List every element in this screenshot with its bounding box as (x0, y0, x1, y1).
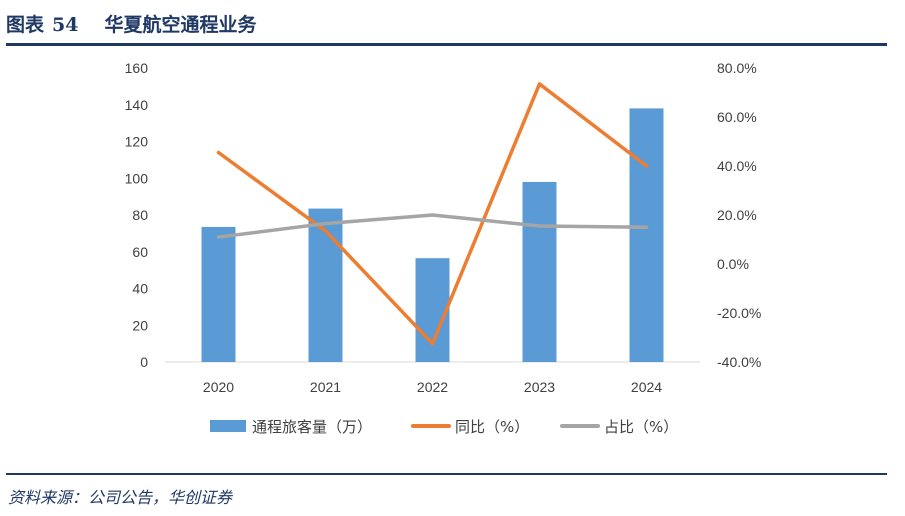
bar-series (201, 108, 664, 362)
legend-label: 占比（%） (604, 418, 678, 436)
series-line (216, 213, 649, 239)
legend-label: 同比（%） (455, 418, 529, 436)
left-tick-label: 160 (125, 60, 149, 76)
left-tick-label: 0 (140, 354, 148, 370)
legend-label: 通程旅客量（万） (252, 418, 372, 436)
right-tick-label: 40.0% (717, 158, 757, 174)
footer-divider (6, 473, 887, 475)
bar (201, 226, 236, 362)
title-divider (6, 43, 887, 46)
legend: 通程旅客量（万） 同比（%） 占比（%） (210, 418, 678, 436)
right-tick-label: 20.0% (717, 207, 757, 223)
left-tick-label: 60 (132, 244, 148, 260)
left-tick-label: 20 (132, 317, 148, 333)
right-tick-label: 0.0% (717, 256, 749, 272)
left-tick-label: 40 (132, 281, 148, 297)
left-tick-label: 140 (125, 97, 149, 113)
left-tick-label: 100 (125, 170, 149, 186)
x-tick-label: 2020 (203, 379, 234, 395)
bar (629, 108, 664, 362)
legend-swatch (210, 420, 246, 432)
figure-label: 图表 (6, 14, 45, 36)
bar (522, 181, 557, 362)
x-tick-label: 2023 (524, 379, 555, 395)
series-line (216, 82, 649, 346)
x-tick-label: 2021 (310, 379, 341, 395)
combo-chart: 0 20 40 60 80 100 120 140 160 -40.0% -20.0% 0.0% 20… (125, 60, 762, 436)
right-tick-label: -40.0% (717, 354, 761, 370)
x-axis: 2020 2021 2022 2023 2024 (203, 379, 662, 395)
right-tick-label: 80.0% (717, 60, 757, 76)
source-note: 资料来源：公司公告，华创证券 (8, 488, 233, 507)
right-axis: -40.0% -20.0% 0.0% 20.0% 40.0% 60.0% 80.0% (717, 60, 761, 370)
bar (308, 208, 343, 362)
figure-number: 54 (52, 14, 79, 36)
line-series (216, 82, 649, 346)
chart-title: 华夏航空通程业务 (104, 14, 257, 36)
left-tick-label: 120 (125, 134, 149, 150)
left-axis: 0 20 40 60 80 100 120 140 160 (125, 60, 149, 370)
right-tick-label: -20.0% (717, 305, 761, 321)
left-tick-label: 80 (132, 207, 148, 223)
x-tick-label: 2022 (417, 379, 448, 395)
right-tick-label: 60.0% (717, 109, 757, 125)
x-tick-label: 2024 (631, 379, 662, 395)
figure-title: 图表 54 华夏航空通程业务 (6, 10, 256, 37)
bar (415, 258, 450, 362)
